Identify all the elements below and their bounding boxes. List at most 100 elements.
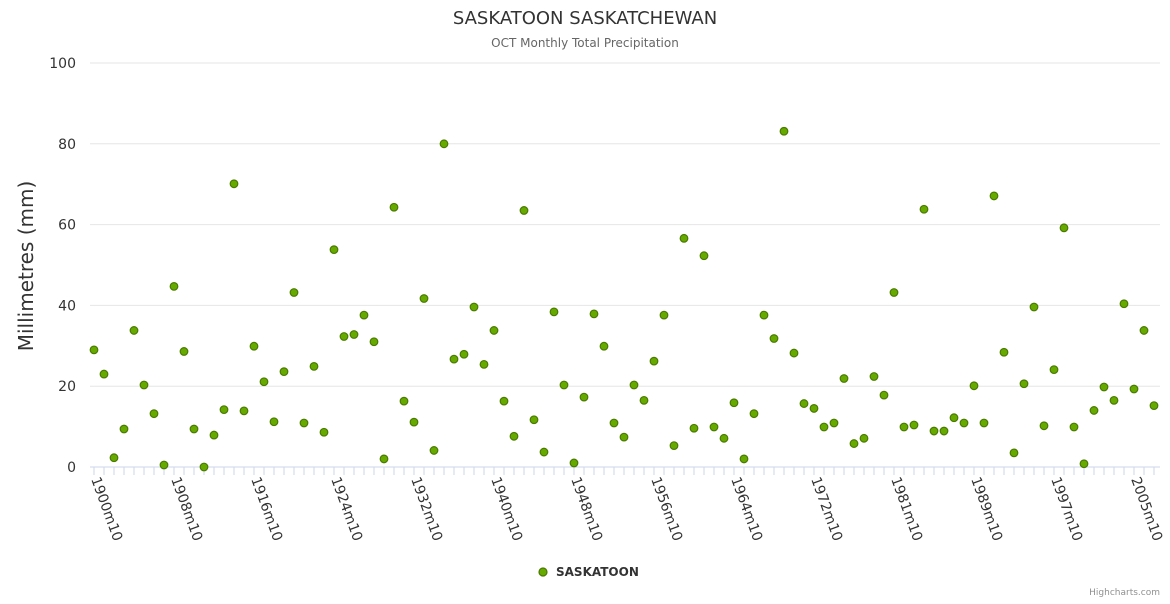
data-point[interactable] [279,367,289,377]
data-point[interactable] [829,418,839,428]
data-point[interactable] [339,332,349,341]
data-point[interactable] [949,413,959,423]
data-point[interactable] [359,310,369,320]
data-point[interactable] [99,369,109,379]
data-point[interactable] [979,418,989,428]
data-point[interactable] [269,417,279,427]
data-point[interactable] [509,431,519,441]
data-point[interactable] [649,356,659,366]
data-point[interactable] [229,179,239,189]
data-point[interactable] [449,354,459,364]
data-point[interactable] [1089,406,1099,415]
data-point[interactable] [659,310,669,320]
data-point[interactable] [549,307,559,317]
data-point[interactable] [1069,422,1079,432]
data-point[interactable] [1129,384,1139,394]
data-point[interactable] [809,404,819,413]
data-point[interactable] [499,396,509,406]
data-point[interactable] [1039,421,1049,431]
data-point[interactable] [89,345,99,355]
data-point[interactable] [589,309,599,319]
data-point[interactable] [1049,365,1059,375]
data-point[interactable] [299,418,309,428]
data-point[interactable] [579,392,589,402]
data-point[interactable] [569,458,579,468]
data-point[interactable] [289,288,299,297]
data-point[interactable] [219,405,229,415]
data-point[interactable] [369,337,379,347]
data-point[interactable] [969,381,979,391]
data-point[interactable] [249,341,259,351]
data-point[interactable] [329,245,339,255]
data-point[interactable] [1009,448,1019,458]
data-point[interactable] [939,426,949,436]
data-point[interactable] [519,206,529,215]
data-point[interactable] [899,422,909,432]
data-point[interactable] [779,126,789,136]
data-point[interactable] [259,377,269,387]
data-point[interactable] [1149,401,1159,410]
legend-label[interactable]: SASKATOON [556,565,639,579]
data-point[interactable] [619,432,629,442]
data-point[interactable] [1139,326,1149,335]
data-point[interactable] [389,202,399,212]
data-point[interactable] [719,433,729,443]
data-point[interactable] [739,454,749,464]
data-point[interactable] [989,191,999,201]
data-point[interactable] [409,417,419,427]
data-point[interactable] [469,302,479,312]
data-point[interactable] [419,294,429,303]
data-point[interactable] [399,396,409,406]
data-point[interactable] [1029,302,1039,312]
data-point[interactable] [119,424,129,434]
data-point[interactable] [709,422,719,432]
data-point[interactable] [479,359,489,369]
data-point[interactable] [129,326,139,335]
data-point[interactable] [309,362,319,371]
data-point[interactable] [439,139,449,149]
data-point[interactable] [769,334,779,343]
legend[interactable]: SASKATOON [538,565,639,579]
data-point[interactable] [1019,379,1029,389]
data-point[interactable] [379,454,389,464]
data-point[interactable] [759,310,769,320]
data-point[interactable] [729,398,739,408]
data-point[interactable] [559,380,569,390]
data-point[interactable] [169,282,179,291]
data-point[interactable] [699,251,709,261]
data-point[interactable] [1079,459,1089,469]
data-point[interactable] [639,395,649,405]
data-point[interactable] [179,347,189,356]
data-point[interactable] [629,380,639,390]
data-point[interactable] [849,439,859,448]
data-point[interactable] [209,430,219,440]
data-point[interactable] [189,424,199,434]
data-point[interactable] [879,390,889,400]
data-point[interactable] [889,288,899,297]
data-point[interactable] [859,433,869,443]
data-point[interactable] [459,349,469,359]
data-point[interactable] [239,406,249,416]
data-point[interactable] [349,330,359,339]
data-point[interactable] [669,441,679,450]
data-point[interactable] [199,462,209,472]
data-point[interactable] [869,372,879,381]
data-point[interactable] [909,420,919,430]
data-point[interactable] [109,453,119,463]
data-point[interactable] [1119,299,1129,309]
credits-link[interactable]: Highcharts.com [1089,588,1160,598]
data-point[interactable] [789,348,799,358]
data-point[interactable] [749,409,759,419]
data-point[interactable] [1099,382,1109,392]
data-point[interactable] [819,422,829,432]
data-point[interactable] [609,418,619,428]
data-point[interactable] [919,204,929,214]
data-point[interactable] [489,326,499,335]
data-point[interactable] [539,447,549,457]
data-point[interactable] [1059,223,1069,233]
data-point[interactable] [319,427,329,437]
data-point[interactable] [689,423,699,433]
data-point[interactable] [929,426,939,436]
data-point[interactable] [429,446,439,455]
data-point[interactable] [139,380,149,390]
